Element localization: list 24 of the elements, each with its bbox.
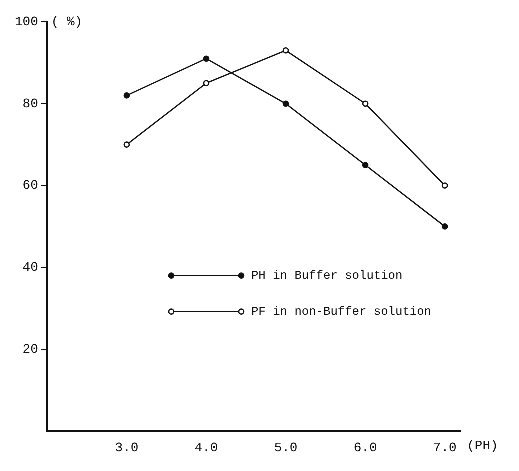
point	[362, 162, 369, 168]
legend-label: PH in Buffer solution	[251, 269, 403, 283]
y-tick-label: 60	[22, 178, 38, 194]
point	[442, 182, 448, 189]
point	[442, 224, 448, 230]
point	[282, 100, 290, 108]
y-tick-label: 20	[22, 342, 38, 357]
point	[124, 92, 130, 99]
x-axis-title: (PH)	[467, 438, 498, 454]
y-tick-label: 100	[15, 14, 38, 30]
point	[203, 80, 210, 87]
y-tick-label: 80	[22, 96, 38, 112]
y-axis-title: ( %)	[51, 14, 83, 30]
y-tick-label: 40	[22, 260, 38, 276]
x-tick-label: 5.0	[274, 440, 298, 456]
x-tick-label: 4.0	[194, 440, 218, 456]
point	[362, 100, 369, 108]
x-tick-label: 6.0	[354, 440, 378, 456]
legend-label: PF in non-Buffer solution	[251, 305, 432, 319]
point	[282, 48, 290, 54]
point	[124, 142, 130, 148]
x-tick-label: 3.0	[115, 440, 139, 456]
point	[203, 56, 210, 62]
x-tick-label: 7.0	[433, 440, 457, 456]
